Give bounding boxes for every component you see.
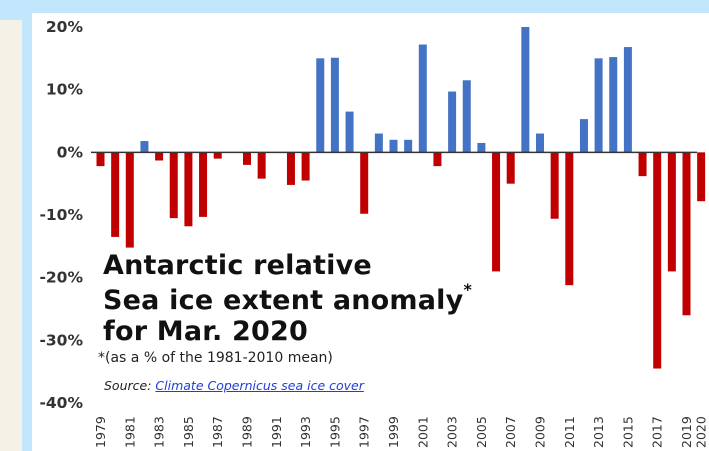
x-tick-label: 1997 <box>357 416 372 448</box>
bar-2000 <box>404 139 413 153</box>
x-tick-label: 2019 <box>679 416 694 448</box>
bar-1994 <box>316 58 325 153</box>
bar-2006 <box>492 152 501 272</box>
bar-2008 <box>521 27 530 153</box>
title-line-1: Antarctic relative <box>103 250 372 281</box>
bar-1980 <box>111 152 120 237</box>
footnote: *(as a % of the 1981-2010 mean) <box>98 350 333 366</box>
bar-2007 <box>506 152 515 184</box>
bar-2012 <box>579 119 588 153</box>
bar-1984 <box>169 152 178 219</box>
map-water-top <box>0 0 709 13</box>
title-asterisk: * <box>463 280 473 299</box>
x-tick-label: 2001 <box>415 416 430 448</box>
bar-2016 <box>638 152 647 177</box>
chart-panel <box>32 13 697 451</box>
y-tick-label: -10% <box>39 206 83 224</box>
bar-2004 <box>462 80 471 153</box>
x-tick-label: 2015 <box>620 416 635 448</box>
x-tick-label: 1979 <box>93 416 108 448</box>
bar-1993 <box>301 152 310 181</box>
bar-2013 <box>594 58 603 153</box>
x-tick-label: 1991 <box>269 416 284 448</box>
x-tick-label: 1987 <box>210 416 225 448</box>
bar-1982 <box>140 141 149 153</box>
bar-1979 <box>96 152 105 167</box>
y-tick-label: 0% <box>57 143 84 161</box>
bar-1995 <box>330 57 339 153</box>
source-link[interactable]: Climate Copernicus sea ice cover <box>155 378 364 393</box>
bar-1996 <box>345 111 354 153</box>
bar-1999 <box>389 139 398 153</box>
bar-1985 <box>184 152 193 227</box>
x-tick-label: 2020 <box>694 416 709 448</box>
title-line-2-text: Sea ice extent anomaly <box>103 285 464 316</box>
bar-2010 <box>550 152 559 219</box>
x-tick-label: 2005 <box>474 416 489 448</box>
y-tick-label: -40% <box>39 394 83 412</box>
x-tick-label: 2017 <box>650 416 665 448</box>
y-tick-label: 20% <box>46 18 84 36</box>
x-tick-label: 2009 <box>533 416 548 448</box>
y-axis: 20% 10% 0% -10% -20% -30% -40% <box>39 18 83 412</box>
bar-2003 <box>448 91 457 153</box>
bar-1998 <box>374 133 383 153</box>
bar-1989 <box>243 152 251 165</box>
bar-1987 <box>213 152 222 159</box>
bar-2001 <box>418 44 427 153</box>
x-tick-label: 2011 <box>562 416 577 448</box>
x-tick-label: 2003 <box>445 416 460 448</box>
y-tick-label: -30% <box>39 331 83 349</box>
y-tick-label: 10% <box>46 81 84 99</box>
bar-series <box>96 27 706 369</box>
bar-1990 <box>257 152 266 179</box>
x-tick-label: 2013 <box>591 416 606 448</box>
bar-1981 <box>125 152 134 248</box>
source-prefix: Source: <box>104 378 152 393</box>
x-tick-label: 1989 <box>240 416 255 448</box>
bar-2015 <box>623 47 632 153</box>
bar-2019 <box>682 152 691 316</box>
bar-2002 <box>433 152 442 167</box>
bar-2011 <box>565 152 574 286</box>
bar-2005 <box>477 142 486 153</box>
bar-2017 <box>653 152 662 369</box>
bar-1983 <box>155 152 164 161</box>
x-tick-label: 1985 <box>181 416 196 448</box>
x-tick-label: 1999 <box>386 416 401 448</box>
title-line-2: Sea ice extent anomaly* <box>103 280 472 316</box>
title-line-3: for Mar. 2020 <box>103 316 308 347</box>
x-axis: 1979 1981 1983 1985 1987 1989 1991 1993 1995 1997… <box>93 416 709 448</box>
bar-2014 <box>609 57 618 153</box>
map-land-left <box>0 20 22 451</box>
x-tick-label: 1981 <box>122 416 137 448</box>
bar-2020 <box>697 152 706 202</box>
x-tick-label: 1995 <box>327 416 342 448</box>
source-line: Source: Climate Copernicus sea ice cover <box>104 378 364 393</box>
bar-1986 <box>199 152 208 217</box>
y-tick-label: -20% <box>39 269 83 287</box>
x-tick-label: 1993 <box>298 416 313 448</box>
x-tick-label: 2007 <box>503 416 518 448</box>
x-tick-label: 1983 <box>152 416 167 448</box>
bar-1997 <box>360 152 369 214</box>
bar-1992 <box>286 152 295 185</box>
bar-2018 <box>667 152 676 272</box>
bar-2009 <box>536 133 544 153</box>
